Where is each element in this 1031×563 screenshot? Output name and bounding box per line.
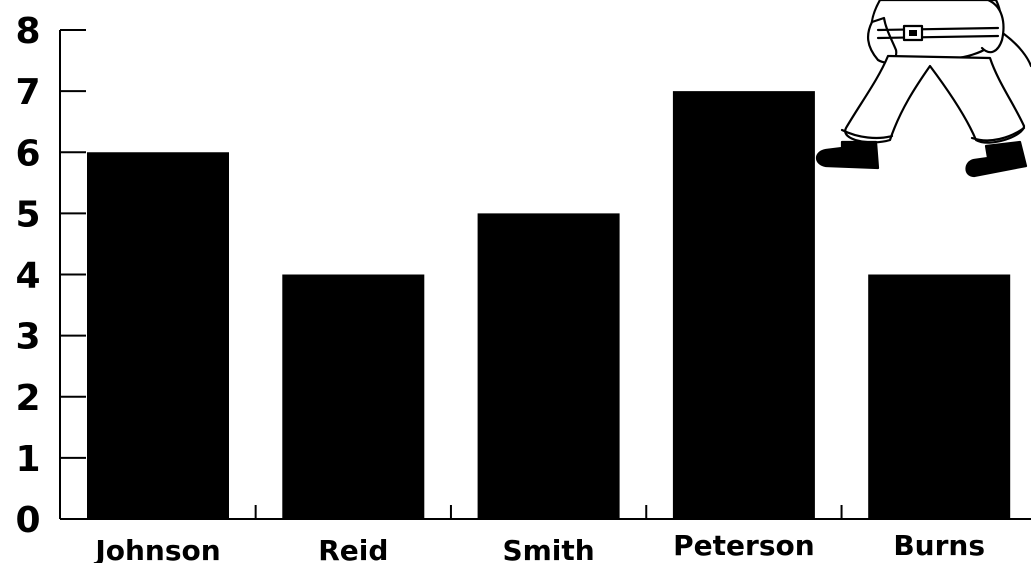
bar-smith	[477, 213, 620, 519]
x-category-label: Smith	[502, 534, 594, 563]
bar-johnson	[87, 152, 229, 519]
y-tick-label: 3	[15, 317, 40, 358]
x-category-label: Johnson	[93, 534, 220, 563]
y-tick-label: 6	[15, 133, 40, 174]
y-axis: 0 1 2 3 4 5 6 7 8	[15, 11, 86, 541]
x-category-label: Reid	[318, 534, 388, 563]
y-tick-label: 7	[15, 72, 40, 113]
x-category-label: Peterson	[673, 529, 815, 562]
y-tick-label: 2	[15, 378, 40, 419]
bars	[87, 91, 1011, 519]
bar-burns	[868, 274, 1011, 519]
firefighter-figure-icon	[815, 0, 1031, 178]
y-tick-label: 8	[15, 11, 40, 52]
bar-peterson	[672, 91, 815, 519]
y-tick-label: 1	[15, 439, 40, 480]
bar-reid	[282, 274, 425, 519]
x-category-label: Burns	[893, 529, 985, 562]
y-tick-label: 4	[15, 256, 40, 297]
y-tick-label: 5	[15, 194, 40, 235]
y-tick-label: 0	[15, 500, 40, 541]
